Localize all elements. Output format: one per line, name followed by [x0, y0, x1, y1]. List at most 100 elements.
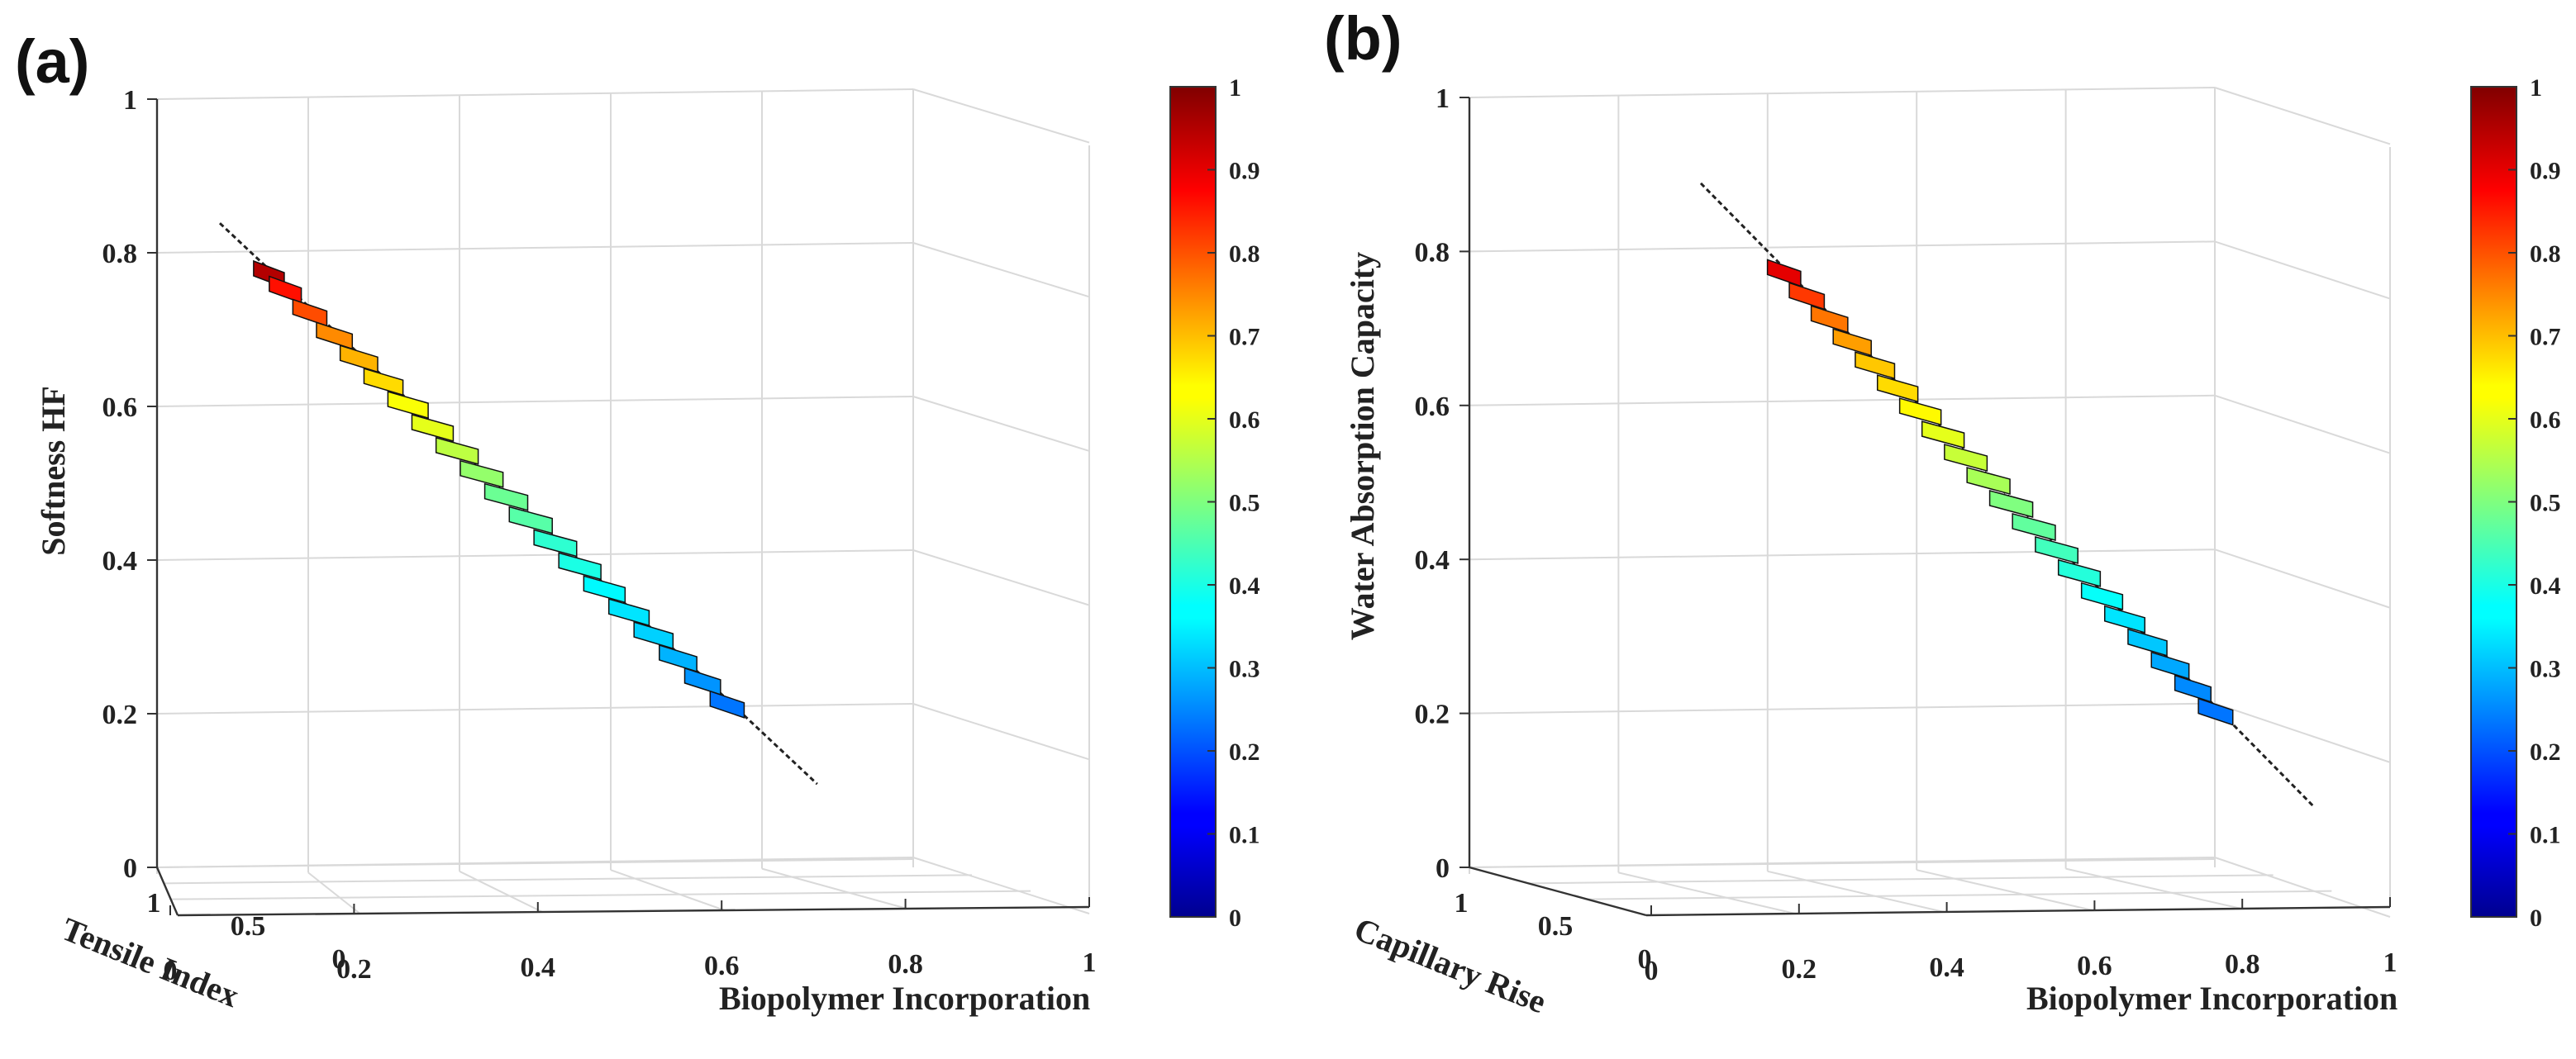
- y-tick-label: 0.5: [1538, 911, 1574, 942]
- gridline-side: [912, 88, 1090, 144]
- colorbar-tick-label: 0.2: [2530, 738, 2561, 766]
- surface-patch: [583, 575, 626, 604]
- gridline-floor: [2065, 867, 2242, 909]
- colorbar-tick-label: 0.6: [1229, 406, 1260, 434]
- y-axis-label: Capillary Rise: [1350, 910, 1552, 1021]
- gridline-side: [912, 242, 1090, 298]
- surface-patch: [533, 529, 578, 558]
- x-axis-line: [1645, 905, 2391, 917]
- surface: [1699, 182, 2316, 808]
- gridline-floor: [1916, 869, 2093, 911]
- z-tick-label: 0.8: [102, 239, 138, 269]
- surface-patch: [2080, 582, 2124, 610]
- surface-patch: [411, 414, 455, 442]
- surface-patch: [292, 298, 328, 327]
- colorbar-tick-label: 0: [2530, 905, 2542, 932]
- surface-patch: [2057, 558, 2102, 587]
- gridline-z: [1469, 548, 2216, 561]
- gridline-z: [156, 242, 914, 254]
- x-axis-line: [177, 905, 1090, 917]
- colorbar-tick-label: 0: [1229, 905, 1241, 932]
- colorbar-tick-label: 1: [2530, 74, 2542, 102]
- gridline-floor: [1528, 874, 2274, 885]
- colorbar-tick-label: 0.3: [1229, 656, 1260, 683]
- x-tick-label: 0.4: [1929, 952, 1964, 983]
- gridline-floor: [307, 871, 361, 914]
- x-tick-label: 0.8: [2225, 949, 2260, 980]
- surface-patch: [2035, 535, 2078, 564]
- colorbar-tick-label: 1: [1229, 74, 1241, 102]
- colorbar: 0 0.1 0.2 0.3 0.4 0.5 0.6 0.7 0.8 0.9 1: [1169, 74, 1260, 932]
- colorbar-tick-label: 0.5: [2530, 490, 2561, 517]
- surface-patch: [2197, 697, 2234, 726]
- gridline-floor: [1618, 871, 1796, 914]
- colorbar-tick-label: 0.5: [1229, 490, 1260, 517]
- x-axis-label: Biopolymer Incorporation: [719, 980, 1090, 1017]
- surface-patch: [387, 391, 429, 420]
- gridline-z: [156, 549, 914, 561]
- gridline-z: [156, 396, 914, 407]
- surface-patch: [2127, 628, 2168, 657]
- panel-letter: (b): [1324, 4, 1402, 73]
- grid: [156, 88, 1090, 914]
- x-tick-label: 0: [1645, 956, 1659, 986]
- y-axis-line: [1469, 866, 1647, 917]
- y-tick-label: 1: [147, 888, 161, 919]
- z-tick-label: 0: [1436, 853, 1450, 884]
- gridline-z: [1469, 87, 2216, 98]
- colorbar-tick-label: 0.4: [1229, 572, 1260, 600]
- surface-patch: [508, 506, 553, 534]
- surface-patch: [1898, 397, 1942, 426]
- surface-patch: [363, 368, 404, 397]
- surface-patch: [339, 344, 379, 373]
- x-tick-label: 0.6: [704, 951, 740, 981]
- colorbar-tick-label: 0.6: [2530, 406, 2561, 434]
- colorbar-tick-label: 0.8: [2530, 240, 2561, 268]
- colorbar-tick-label: 0.1: [1229, 822, 1260, 849]
- gridline-side: [912, 857, 1090, 914]
- x-tick-label: 1: [1083, 947, 1097, 978]
- gridline-floor: [610, 869, 726, 911]
- y-axis-line: [155, 867, 179, 916]
- colorbar-tick-label: 0.9: [1229, 158, 1260, 185]
- surface-patch: [1876, 374, 1919, 403]
- gridline-z: [1469, 702, 2216, 715]
- surface-patch: [1788, 282, 1826, 311]
- colorbar-tick-label: 0.4: [2530, 572, 2561, 600]
- surface: [218, 222, 818, 786]
- surface-patch: [435, 436, 479, 465]
- gridline-side: [912, 549, 1090, 606]
- x-tick-label: 1: [2383, 947, 2397, 978]
- gridline-z: [156, 88, 914, 100]
- gridline-floor: [156, 858, 914, 868]
- z-tick-label: 0.2: [1415, 700, 1450, 730]
- z-axis-label: Water Absorption Capacity: [1344, 252, 1381, 640]
- surface-patch: [1832, 328, 1872, 357]
- gridline-floor: [170, 890, 1031, 900]
- x-tick-label: 0.2: [1782, 954, 1817, 985]
- gridline-side: [2214, 87, 2391, 145]
- gridline-side: [912, 703, 1090, 761]
- z-tick-label: 0.2: [102, 700, 138, 730]
- panel-b: (b)00.20.40.60.810 0.2 0.4 0.6 0.8 100.51Biop…: [1324, 4, 2561, 1020]
- colorbar-tick-label: 0.2: [1229, 738, 1260, 766]
- surface-patch: [1988, 490, 2034, 518]
- surface-patch: [659, 643, 698, 673]
- z-tick-label: 0: [123, 853, 137, 884]
- gridline-floor: [164, 874, 973, 885]
- surface-patch: [1810, 305, 1849, 334]
- y-axis-label: Tensile Index: [57, 910, 245, 1015]
- x-tick-label: 0.6: [2077, 951, 2112, 981]
- surface-patch: [558, 552, 602, 581]
- z-tick-label: 0.4: [102, 546, 138, 577]
- gridline-z: [1469, 394, 2216, 406]
- z-tick-label: 1: [1436, 83, 1450, 114]
- surface-patch: [683, 667, 721, 696]
- gridline-floor: [459, 870, 543, 913]
- surface-patch: [2150, 651, 2190, 680]
- y-tick-label: 0: [332, 944, 346, 975]
- gridline-floor: [1767, 870, 1945, 913]
- surface-patch: [607, 598, 650, 627]
- z-tick-label: 0.6: [102, 392, 138, 423]
